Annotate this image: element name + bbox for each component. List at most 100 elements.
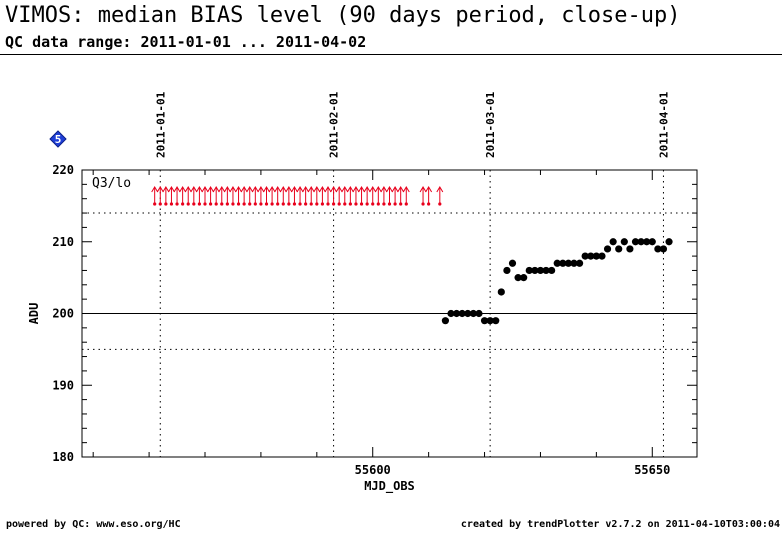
outlier-arrow <box>318 186 326 206</box>
data-point <box>503 266 511 275</box>
data-point <box>548 266 556 275</box>
outlier-arrow <box>218 186 226 206</box>
header-divider <box>0 54 782 55</box>
y-tick-label: 180 <box>52 450 74 464</box>
outlier-arrow-base <box>393 202 397 206</box>
outlier-arrow-base <box>331 202 336 206</box>
outlier-arrow-base <box>259 202 263 206</box>
outlier-arrow-base <box>281 202 285 206</box>
outlier-arrow-base <box>292 202 297 206</box>
outlier-arrow <box>291 186 298 206</box>
data-point <box>575 259 584 267</box>
outlier-arrow <box>302 186 310 206</box>
outlier-arrow-base <box>253 202 257 206</box>
outlier-arrow-head <box>419 186 427 193</box>
outlier-arrow-head <box>346 186 354 193</box>
outlier-arrow-base <box>320 202 325 206</box>
data-point <box>559 259 567 267</box>
data-point <box>464 309 472 318</box>
outlier-arrow-head <box>341 186 349 193</box>
data-point <box>609 238 617 246</box>
outlier-arrow-head <box>302 186 310 193</box>
outlier-arrow <box>257 186 265 206</box>
outlier-arrow <box>313 186 321 206</box>
outlier-arrow-head <box>291 186 298 193</box>
outlier-arrow-base <box>236 202 241 206</box>
outlier-arrow-head <box>374 186 382 193</box>
outlier-arrow-head <box>391 186 399 193</box>
data-point <box>665 238 673 246</box>
outlier-arrow <box>386 186 393 206</box>
outlier-arrow <box>363 186 371 206</box>
reference-lines <box>82 212 697 350</box>
data-point <box>659 245 668 253</box>
outlier-arrow <box>168 186 175 206</box>
outlier-arrow-base <box>276 202 280 206</box>
data-point <box>631 238 640 246</box>
outlier-arrow <box>397 186 405 206</box>
data-point <box>542 266 550 275</box>
outlier-arrow-base <box>359 202 364 206</box>
outlier-arrow <box>352 186 360 206</box>
x-tick-label: 55650 <box>634 463 670 477</box>
data-point <box>564 259 573 267</box>
outlier-arrow <box>251 186 259 206</box>
outlier-arrow-base <box>270 202 274 206</box>
outlier-arrow-base <box>231 202 235 206</box>
outlier-arrow <box>285 186 293 206</box>
outlier-arrow-base <box>387 202 392 206</box>
outlier-arrow <box>263 186 270 206</box>
outlier-arrow-head <box>330 186 338 193</box>
data-point <box>475 309 483 318</box>
outlier-arrow-head <box>190 186 198 193</box>
axes <box>81 169 698 458</box>
outlier-arrow-base <box>197 202 202 206</box>
outlier-arrow <box>425 186 433 206</box>
outlier-arrow <box>195 186 203 206</box>
data-point <box>620 238 628 246</box>
outlier-arrow-head <box>358 186 365 193</box>
outlier-arrow-head <box>307 186 315 193</box>
outlier-arrow-head <box>285 186 293 193</box>
badge-diamond-icon <box>49 130 67 148</box>
outlier-arrow-base <box>192 202 196 206</box>
outlier-arrow-base <box>354 202 358 206</box>
outlier-arrow <box>190 186 198 206</box>
outlier-arrow-head <box>173 186 181 193</box>
outlier-arrow-head <box>156 186 164 193</box>
outlier-arrow-head <box>229 186 237 193</box>
data-point <box>447 309 455 318</box>
x-axis-title: MJD_OBS <box>364 479 415 494</box>
outlier-arrow-base <box>242 202 246 206</box>
outlier-arrow <box>274 186 282 206</box>
data-point <box>615 245 623 253</box>
outlier-arrow-head <box>218 186 226 193</box>
data-point <box>525 266 533 275</box>
x-tick-label: 55600 <box>355 463 391 477</box>
outlier-arrow-base <box>175 202 179 206</box>
outlier-arrow-head <box>380 186 388 193</box>
outlier-arrow-base <box>164 202 168 206</box>
outlier-arrow-head <box>201 186 209 193</box>
outlier-arrow-head <box>274 186 282 193</box>
outlier-arrow-head <box>296 186 304 193</box>
data-point <box>643 238 651 246</box>
badge-label: 5 <box>55 133 62 146</box>
date-marker-label: 2011-02-01 <box>328 91 341 158</box>
data-point <box>514 274 522 282</box>
outlier-arrow <box>369 186 377 206</box>
badge-group: 5 <box>49 130 67 148</box>
chart-title: VIMOS: median BIAS level (90 days period… <box>5 3 681 28</box>
y-axis-title: ADU <box>27 303 41 325</box>
outlier-arrow-head <box>240 186 248 193</box>
data-point <box>458 309 466 318</box>
data-point <box>536 266 545 275</box>
outlier-arrow <box>324 186 332 206</box>
outlier-arrow-base <box>382 202 386 206</box>
outlier-arrow <box>335 186 343 206</box>
data-point <box>654 245 662 253</box>
outlier-arrow-base <box>287 202 291 206</box>
outlier-arrow-head <box>318 186 326 193</box>
outlier-arrow-head <box>246 186 254 193</box>
